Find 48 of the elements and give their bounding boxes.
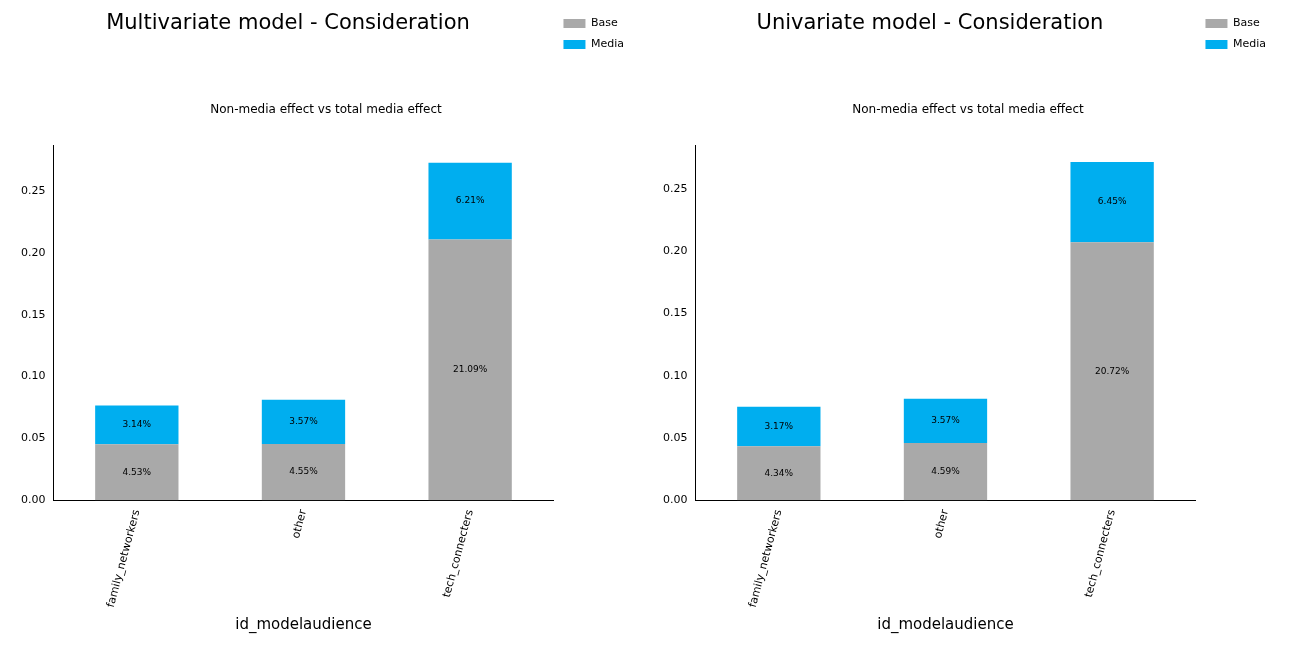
bar [1070, 242, 1154, 501]
bar [95, 405, 179, 445]
y-tick-label: 0.25 [20, 184, 46, 198]
bar [903, 443, 988, 501]
y-tick-label: 0.10 [662, 368, 688, 382]
data-label: 4.59% [931, 466, 961, 477]
legend-label: Media [1232, 37, 1267, 51]
y-tick-label: 0.05 [20, 431, 46, 445]
data-label: 6.45% [1097, 196, 1127, 207]
bar [1070, 161, 1154, 243]
data-label: 3.57% [289, 416, 319, 427]
bar [428, 162, 512, 240]
y-tick-label: 0.20 [662, 244, 688, 258]
bar [95, 444, 179, 501]
legend-label: Base [1232, 16, 1260, 30]
chart-title: Multivariate model - Consideration [105, 10, 471, 34]
data-label: 3.57% [931, 415, 961, 426]
y-tick-label: 0.00 [662, 493, 688, 507]
y-tick-label: 0.15 [20, 307, 46, 321]
data-label: 20.72% [1094, 365, 1130, 376]
x-tick-label: other [930, 507, 952, 540]
legend-label: Media [590, 37, 625, 51]
data-label: 21.09% [452, 364, 488, 375]
data-label: 3.17% [764, 420, 794, 431]
bar [261, 399, 346, 445]
bar [428, 239, 512, 501]
chart-subtitle: Non-media effect vs total media effect [210, 102, 443, 117]
bar [737, 406, 821, 447]
y-tick-label: 0.15 [662, 306, 688, 320]
y-tick-label: 0.25 [662, 181, 688, 195]
bar [737, 446, 821, 501]
legend-label: Base [590, 16, 618, 30]
x-axis-title: id_modelaudience [877, 614, 1014, 634]
data-label: 4.53% [122, 466, 152, 477]
y-tick-label: 0.00 [20, 493, 46, 507]
data-label: 4.55% [289, 466, 319, 477]
x-axis-title: id_modelaudience [235, 614, 372, 634]
x-tick-label: other [288, 507, 310, 540]
y-tick-label: 0.05 [662, 430, 688, 444]
data-label: 4.34% [764, 467, 794, 478]
chart-title: Univariate model - Consideration [755, 10, 1105, 34]
bar [261, 444, 346, 501]
data-label: 3.14% [122, 419, 152, 430]
y-tick-label: 0.20 [20, 245, 46, 259]
chart-subtitle: Non-media effect vs total media effect [852, 102, 1085, 117]
y-tick-label: 0.10 [20, 369, 46, 383]
data-label: 6.21% [455, 195, 485, 206]
bar [903, 398, 988, 444]
